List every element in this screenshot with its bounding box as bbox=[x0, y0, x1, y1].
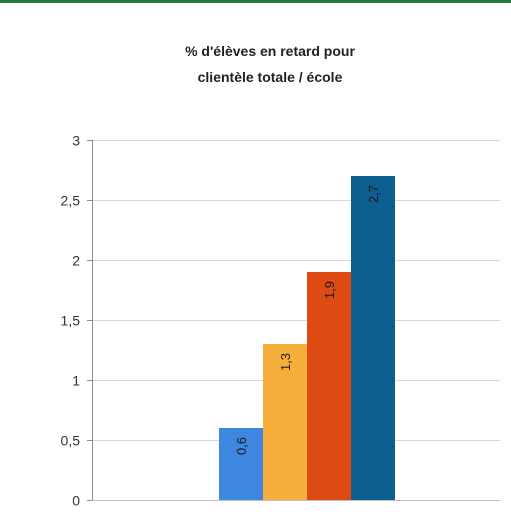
bar-data-label: 2,7 bbox=[366, 185, 381, 203]
data-labels: 0,6 1,3 1,9 2,7 bbox=[234, 185, 381, 455]
y-axis: 0 0,5 1 1,5 2 2,5 3 bbox=[61, 133, 500, 509]
chart-title: % d'élèves en retard pour clientèle tota… bbox=[90, 38, 450, 90]
y-tick-label: 2,5 bbox=[61, 193, 81, 209]
bar bbox=[351, 176, 395, 500]
bar bbox=[263, 344, 307, 500]
bar-data-label: 0,6 bbox=[234, 437, 249, 455]
top-border bbox=[0, 0, 511, 3]
y-tick-label: 3 bbox=[72, 133, 80, 149]
chart-title-line-2: clientèle totale / école bbox=[197, 69, 343, 85]
y-tick-label: 2 bbox=[72, 253, 80, 269]
bar-data-label: 1,3 bbox=[278, 353, 293, 371]
y-tick-label: 0,5 bbox=[61, 433, 81, 449]
y-tick-label: 0 bbox=[72, 493, 80, 509]
bar bbox=[219, 428, 263, 500]
bars bbox=[219, 176, 395, 500]
y-tick-label: 1,5 bbox=[61, 313, 81, 329]
y-tick-label: 1 bbox=[72, 373, 80, 389]
chart-title-line-1: % d'élèves en retard pour bbox=[185, 43, 355, 59]
bar bbox=[307, 272, 351, 500]
bar-data-label: 1,9 bbox=[322, 281, 337, 299]
